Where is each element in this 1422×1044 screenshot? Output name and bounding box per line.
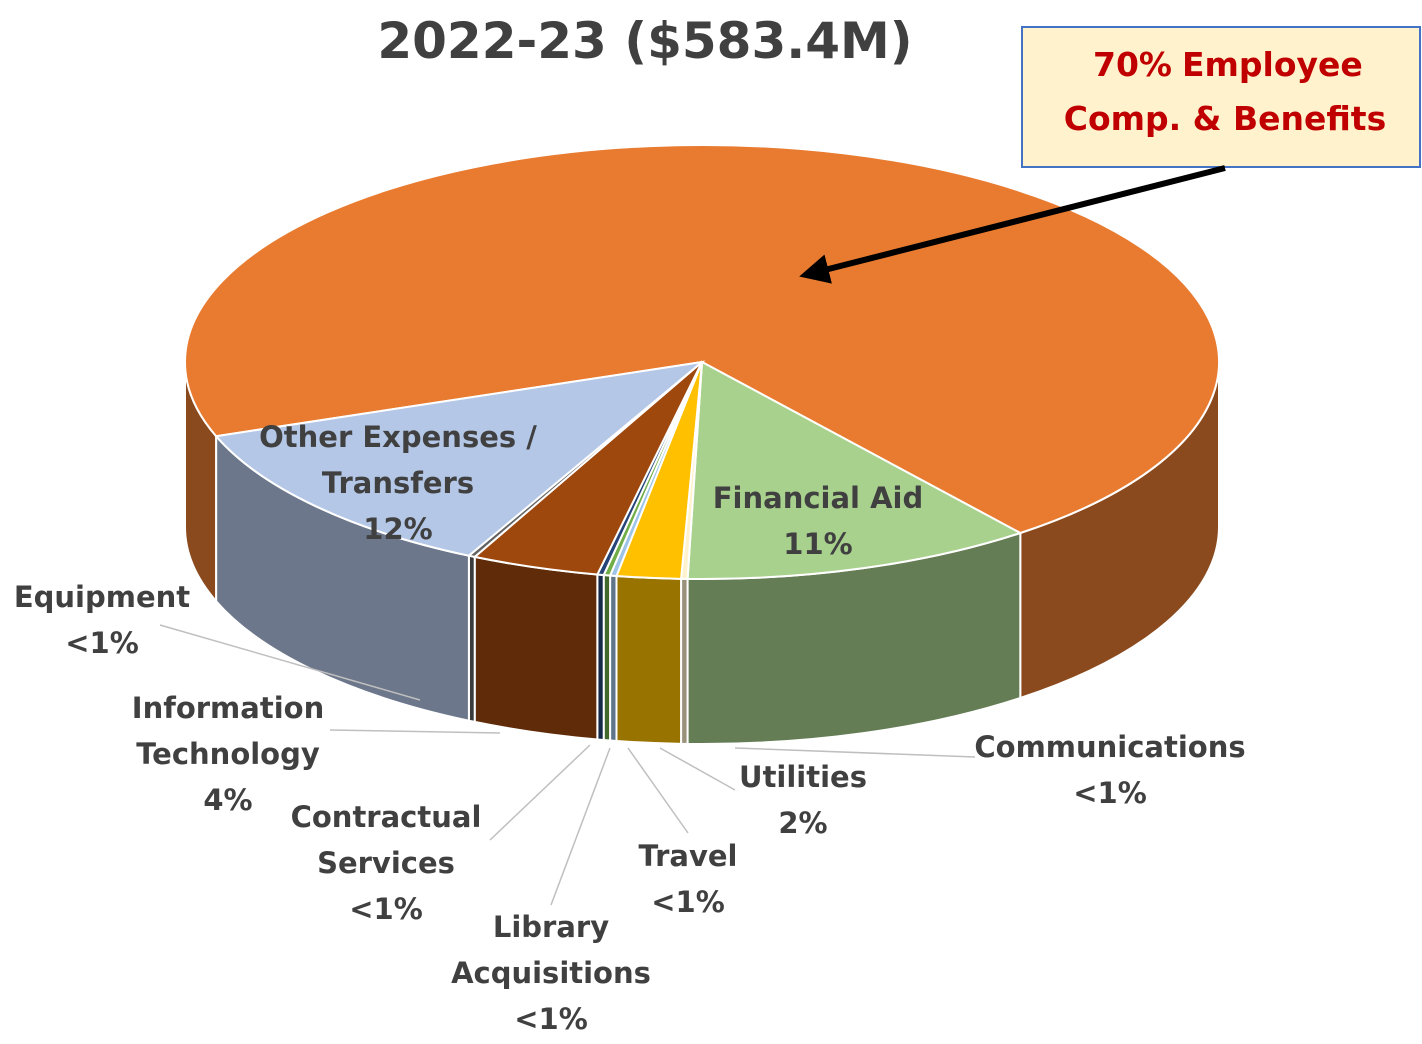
leader-line	[627, 747, 689, 834]
value-label: 12%	[363, 512, 432, 546]
slice-label: Financial Aid	[713, 481, 924, 515]
leader-line	[550, 747, 611, 906]
pie	[184, 144, 1220, 745]
value-label: 4%	[203, 783, 252, 817]
leader-line	[329, 729, 501, 734]
slice-label: Other Expenses / Transfers	[259, 420, 537, 500]
slice	[184, 144, 1220, 535]
chart-title: 2022-23 ($583.4M)	[377, 12, 912, 70]
callout-value: 70%	[1093, 45, 1172, 84]
slice-label: Equipment	[14, 580, 190, 614]
callout-label: Employee Comp. & Benefits	[1064, 45, 1386, 138]
slice-side	[615, 574, 683, 745]
value-label: <1%	[349, 892, 423, 926]
callout-box	[1021, 26, 1421, 168]
slice-label: Contractual Services	[291, 800, 482, 880]
value-label: <1%	[1073, 776, 1147, 810]
slice-label: Library Acquisitions	[451, 910, 651, 990]
leader-line	[734, 747, 976, 758]
value-label: <1%	[651, 885, 725, 919]
slice-label: Communications	[974, 730, 1245, 764]
leader-line	[159, 624, 421, 701]
slice	[214, 360, 706, 557]
leader-line	[659, 747, 736, 791]
leader-line	[489, 744, 591, 841]
value-label: 2%	[778, 806, 827, 840]
slice	[686, 360, 1023, 580]
slice-label: Utilities	[739, 760, 867, 794]
slice-side	[473, 555, 599, 741]
value-label: 11%	[783, 527, 852, 561]
slice-label: Information Technology	[132, 691, 324, 771]
value-label: <1%	[514, 1002, 588, 1036]
value-label: <1%	[65, 626, 139, 660]
callout-arrow	[799, 165, 1226, 284]
slice-label: Travel	[639, 839, 738, 873]
